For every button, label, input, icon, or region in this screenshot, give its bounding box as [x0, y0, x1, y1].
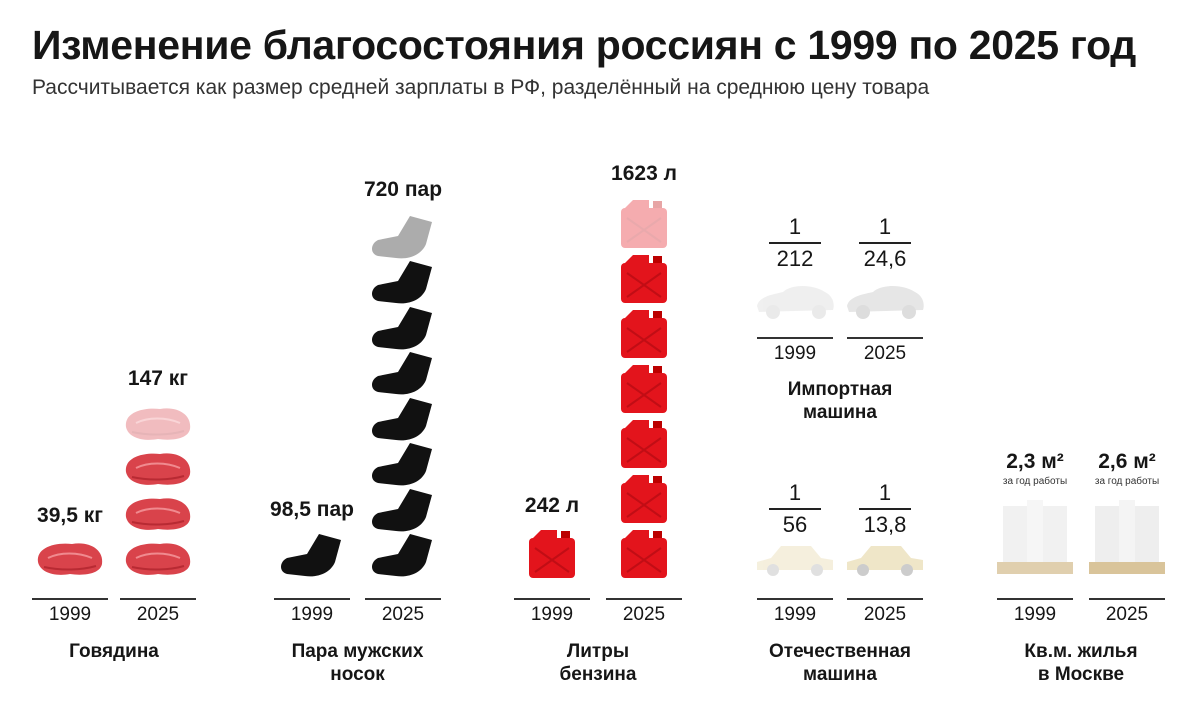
fraction-numerator: 1: [788, 480, 802, 505]
fraction-bar: [769, 508, 821, 510]
fraction-bar: [859, 508, 911, 510]
year-label: 1999: [290, 604, 334, 625]
value-label-2025: 720 пар: [363, 177, 443, 201]
value-label-1999: 242 л: [524, 494, 580, 517]
year-label: 2025: [863, 343, 907, 364]
baseline-divider: [120, 598, 196, 600]
sock-icon: [372, 306, 432, 349]
category-label-line: машина: [803, 664, 877, 685]
page-subtitle: Рассчитывается как размер средней зарпла…: [32, 76, 930, 99]
category-label: Импортная машина: [740, 378, 940, 424]
jerrycan-icon: [621, 255, 667, 303]
meat-icon: [37, 543, 103, 575]
sports-car-icon: [847, 286, 924, 319]
baseline-divider: [514, 598, 590, 600]
jerrycan-icon: [621, 530, 667, 578]
category-label-line: Пара мужских: [291, 641, 424, 662]
baseline-divider: [757, 337, 833, 339]
year-label: 1999: [48, 604, 92, 625]
apartment-building-icon: [1089, 500, 1165, 574]
meat-icon: [125, 453, 191, 485]
year-label: 2025: [136, 604, 180, 625]
category-label-line: в Москве: [1037, 664, 1125, 685]
baseline-divider: [997, 598, 1073, 600]
category-label: Литры бензина: [498, 640, 698, 686]
year-label: 1999: [1013, 604, 1057, 625]
value-label-1999: 2,3 м²: [1006, 450, 1064, 473]
fraction-bar: [769, 242, 821, 244]
year-label: 2025: [863, 604, 907, 625]
jerrycan-icon: [529, 530, 575, 578]
category-label-line: машина: [803, 402, 877, 423]
fraction-bar: [859, 242, 911, 244]
sock-icon: [372, 261, 432, 304]
sock-icon: [372, 215, 432, 258]
category-label-line: бензина: [559, 664, 637, 685]
baseline-divider: [847, 598, 923, 600]
category-label: Отечественная машина: [740, 640, 940, 686]
per-year-note: за год работы: [1094, 476, 1160, 487]
fraction-denominator: 56: [782, 512, 808, 537]
jerrycan-icon: [621, 475, 667, 523]
sock-icon: [372, 488, 432, 531]
fraction-value: 1 13,8: [845, 478, 925, 540]
year-label: 1999: [773, 343, 817, 364]
value-label-1999: 98,5 пар: [270, 498, 354, 521]
sock-icon: [372, 397, 432, 440]
category-label-line: Кв.м. жилья: [1024, 641, 1138, 662]
year-label: 2025: [381, 604, 425, 625]
fraction-denominator: 13,8: [863, 512, 907, 537]
year-label: 2025: [622, 604, 666, 625]
sock-icon: [372, 534, 432, 577]
sock-icon: [372, 352, 432, 395]
sedan-car-icon: [757, 546, 833, 576]
category-label-line: Говядина: [69, 641, 159, 662]
fraction-value: 1 56: [755, 478, 835, 540]
page-title: Изменение благосостояния россиян с 1999 …: [32, 22, 1137, 68]
meat-icon: [125, 408, 191, 440]
fraction-value: 1 212: [755, 212, 835, 274]
sock-icon: [372, 443, 432, 486]
sedan-car-icon: [847, 546, 923, 576]
fraction-numerator: 1: [788, 214, 802, 239]
value-label-2025: 1623 л: [611, 162, 677, 185]
fraction-numerator: 1: [878, 480, 892, 505]
sock-icon: [281, 534, 341, 577]
category-label-line: Литры: [566, 641, 630, 662]
sports-car-icon: [757, 286, 834, 319]
baseline-divider: [606, 598, 682, 600]
category-label-line: Отечественная: [769, 641, 911, 662]
fraction-numerator: 1: [878, 214, 892, 239]
meat-icon: [125, 543, 191, 575]
fraction-value: 1 24,6: [845, 212, 925, 274]
jerrycan-icon: [621, 200, 667, 248]
baseline-divider: [365, 598, 441, 600]
jerrycan-icon: [621, 365, 667, 413]
jerrycan-icon: [621, 420, 667, 468]
baseline-divider: [32, 598, 108, 600]
jerrycan-icon: [621, 310, 667, 358]
fraction-denominator: 212: [776, 246, 814, 271]
fraction-denominator: 24,6: [863, 246, 907, 271]
category-label: Пара мужских носок: [258, 640, 458, 686]
category-label: Кв.м. жилья в Москве: [981, 640, 1181, 686]
baseline-divider: [274, 598, 350, 600]
year-label: 1999: [773, 604, 817, 625]
per-year-note: за год работы: [1002, 476, 1068, 487]
category-label-line: носок: [330, 664, 385, 685]
meat-icon: [125, 498, 191, 530]
baseline-divider: [1089, 598, 1165, 600]
value-label-2025: 2,6 м²: [1098, 450, 1156, 473]
apartment-building-icon: [997, 500, 1073, 574]
baseline-divider: [757, 598, 833, 600]
value-label-1999: 39,5 кг: [37, 504, 103, 527]
category-label: Говядина: [14, 640, 214, 663]
year-label: 2025: [1105, 604, 1149, 625]
category-label-line: Импортная: [787, 379, 893, 400]
baseline-divider: [847, 337, 923, 339]
value-label-2025: 147 кг: [127, 367, 189, 390]
year-label: 1999: [530, 604, 574, 625]
